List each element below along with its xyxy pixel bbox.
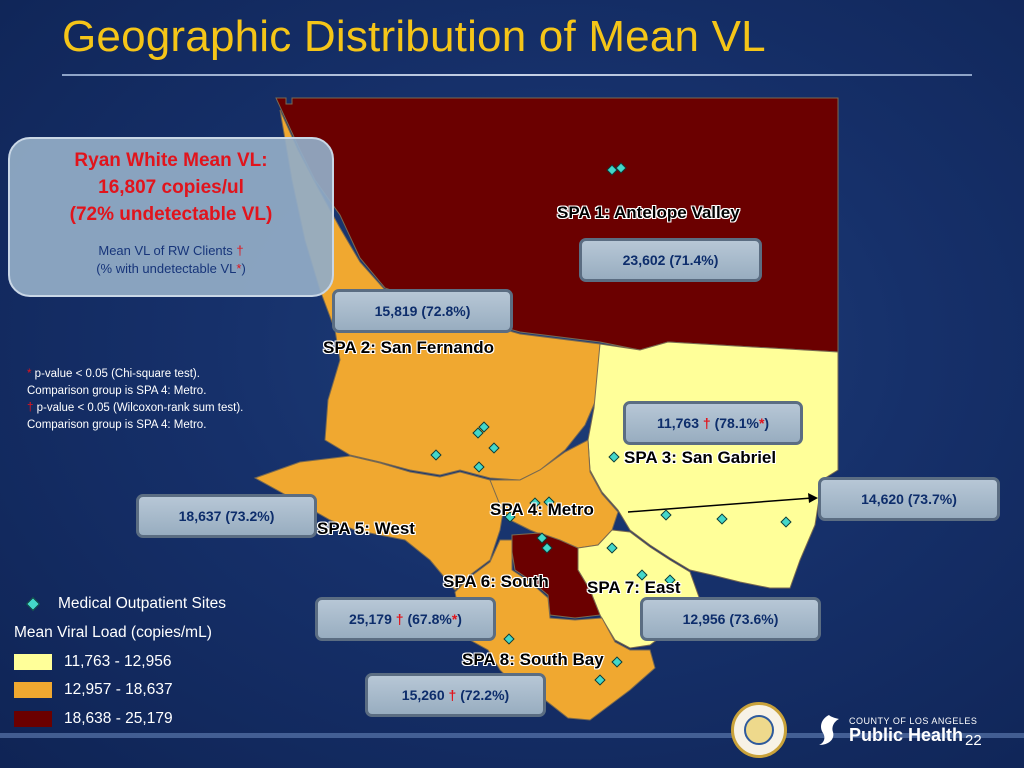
outpatient-site-marker	[430, 449, 442, 461]
dagger-mark: †	[448, 687, 457, 703]
region-spa6	[511, 532, 601, 619]
legend-row-low: 11,763 - 12,956	[14, 653, 171, 671]
outpatient-site-marker	[611, 656, 623, 668]
footer-divider	[0, 733, 1024, 738]
label-spa6: SPA 6: South	[443, 572, 549, 591]
outpatient-site-marker	[664, 574, 676, 586]
dagger-mark: †	[395, 611, 404, 627]
outpatient-site-marker	[636, 569, 648, 581]
value-box-spa3: 11,763 † (78.1% *)	[623, 401, 803, 445]
statistical-notes: * p-value < 0.05 (Chi-square test). Comp…	[27, 368, 244, 431]
rw-headline: Ryan White Mean VL: 16,807 copies/ul (72…	[69, 150, 273, 225]
title-divider	[62, 74, 972, 76]
outpatient-site-marker	[529, 497, 541, 509]
value-box-spa6: 25,179 † (67.8% *)	[315, 597, 496, 641]
legend-sites: Medical Outpatient Sites	[25, 595, 226, 613]
value-box-spa2: 15,819 (72.8%)	[332, 289, 513, 333]
value-box-spa1: 23,602 (71.4%)	[579, 238, 762, 282]
region-spa4	[489, 439, 619, 549]
outpatient-site-marker	[606, 164, 618, 176]
metro-pointer-line	[627, 497, 813, 513]
label-spa8: SPA 8: South Bay	[462, 650, 604, 669]
outpatient-site-marker	[606, 542, 618, 554]
diamond-icon	[25, 596, 41, 612]
legend-swatch	[14, 711, 52, 727]
dagger-mark: †	[236, 243, 244, 258]
public-health-logo: COUNTY OF LOS ANGELES Public Health	[815, 713, 977, 747]
label-spa5: SPA 5: West	[317, 519, 415, 538]
outpatient-site-marker	[472, 427, 484, 439]
legend-swatch	[14, 654, 52, 670]
outpatient-site-marker	[543, 496, 555, 508]
asterisk-mark: *	[236, 261, 242, 276]
outpatient-site-marker	[541, 542, 553, 554]
public-health-mark-icon	[819, 715, 839, 745]
region-spa5	[253, 455, 506, 591]
outpatient-site-marker	[503, 633, 515, 645]
label-spa3: SPA 3: San Gabriel	[624, 448, 777, 467]
county-seal-icon	[731, 702, 787, 758]
outpatient-site-marker	[536, 532, 548, 544]
outpatient-site-marker	[716, 513, 728, 525]
outpatient-site-marker	[594, 674, 606, 686]
legend-row-high: 18,638 - 25,179	[14, 710, 173, 728]
outpatient-site-marker	[473, 461, 485, 473]
outpatient-site-marker	[780, 516, 792, 528]
page-number: 22	[965, 732, 982, 749]
legend-swatch	[14, 682, 52, 698]
value-box-spa8: 15,260 † (72.2%)	[365, 673, 546, 717]
outpatient-site-marker	[615, 162, 627, 174]
value-box-spa7: 12,956 (73.6%)	[640, 597, 821, 641]
legend-title: Mean Viral Load (copies/mL)	[14, 624, 212, 641]
ryan-white-summary-box: Ryan White Mean VL: 16,807 copies/ul (72…	[8, 137, 334, 297]
asterisk-mark: *	[758, 415, 765, 431]
outpatient-site-marker	[488, 442, 500, 454]
label-spa4: SPA 4: Metro	[490, 500, 594, 519]
label-spa1: SPA 1: Antelope Valley	[557, 203, 740, 222]
value-box-spa4: 14,620 (73.7%)	[818, 477, 1000, 521]
outpatient-site-marker	[478, 421, 490, 433]
region-spa1	[275, 97, 839, 353]
value-box-spa5: 18,637 (73.2%)	[136, 494, 317, 538]
rw-subtext: Mean VL of RW Clients † (% with undetect…	[96, 243, 246, 276]
label-spa7: SPA 7: East	[587, 578, 681, 597]
outpatient-site-marker	[660, 509, 672, 521]
metro-pointer-arrowhead	[808, 493, 818, 503]
label-spa2: SPA 2: San Fernando	[323, 338, 494, 357]
outpatient-site-marker	[504, 511, 516, 523]
legend-row-mid: 12,957 - 18,637	[14, 681, 173, 699]
page-title: Geographic Distribution of Mean VL	[62, 12, 766, 61]
outpatient-site-marker	[608, 451, 620, 463]
asterisk-mark: *	[451, 611, 458, 627]
dagger-mark: †	[702, 415, 711, 431]
